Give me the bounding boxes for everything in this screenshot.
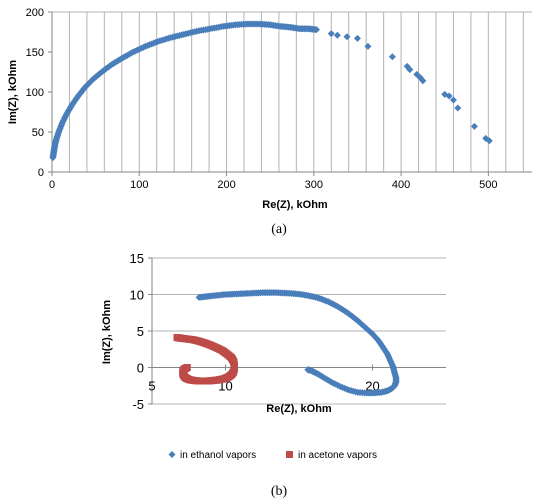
chart-b-x-axis-label: Re(Z), kOhm <box>266 403 332 415</box>
chart-a-point <box>364 42 372 50</box>
legend-label-acetone: in acetone vapors <box>298 450 377 461</box>
chart-a-x-axis-label: Re(Z), kOhm <box>262 199 328 211</box>
chart-a-point <box>312 26 320 34</box>
chart-a: 0 100 200 300 400 500 0 50 100 150 200 Re(Z), kOh… <box>7 7 532 237</box>
chart-b-y-tick-label: 5 <box>137 324 144 339</box>
chart-b-y-tick-label: 10 <box>130 288 144 303</box>
chart-b-y-tick-label: -5 <box>132 397 144 412</box>
legend-marker-ethanol <box>168 451 176 458</box>
chart-a-point <box>470 122 478 130</box>
chart-a-gridlines <box>52 11 532 172</box>
chart-a-point <box>353 34 361 42</box>
chart-a-y-tick-label: 150 <box>26 47 44 59</box>
chart-b-y-tick-label: 15 <box>130 251 144 266</box>
chart-b-point-ethanol <box>304 366 312 374</box>
legend-label-ethanol: in ethanol vapors <box>180 450 256 461</box>
chart-b-y-axis-label: Im(Z), kOhm <box>101 300 113 364</box>
chart-a-y-tick-label: 0 <box>38 167 44 179</box>
chart-a-point <box>449 96 457 104</box>
chart-a-point <box>406 66 414 74</box>
chart-a-y-tick-label: 100 <box>26 87 44 99</box>
chart-a-point <box>445 92 453 100</box>
chart-a-series <box>49 20 493 162</box>
chart-b-y-tick-label: 0 <box>137 361 144 376</box>
chart-a-point <box>419 77 427 85</box>
chart-a-x-tick-label: 100 <box>130 179 148 191</box>
chart-b-series <box>173 289 400 397</box>
chart-b-point-acetone <box>183 364 191 371</box>
chart-a-point <box>485 137 493 145</box>
chart-a-x-tick-label: 400 <box>392 179 410 191</box>
chart-b-x-tick-label: 5 <box>148 379 155 394</box>
chart-a-point <box>327 30 335 38</box>
chart-a-x-tick-label: 0 <box>49 179 55 191</box>
chart-a-point <box>343 33 351 41</box>
chart-a-caption: (a) <box>271 222 287 237</box>
chart-a-point <box>388 53 396 61</box>
chart-a-x-tick-label: 500 <box>479 179 497 191</box>
chart-a-point <box>333 31 341 39</box>
chart-a-y-tick-label: 50 <box>32 127 44 139</box>
chart-a-x-tick-label: 200 <box>217 179 235 191</box>
chart-a-y-tick-label: 200 <box>26 7 44 19</box>
chart-b-legend: in ethanol vapors in acetone vapors <box>168 450 377 461</box>
chart-b-caption: (b) <box>271 484 288 498</box>
chart-a-y-axis-label: Im(Z), kOhm <box>7 60 19 124</box>
chart-a-y-tick-labels: 0 50 100 150 200 <box>26 7 52 179</box>
legend-marker-acetone <box>286 451 293 458</box>
chart-a-x-tick-label: 300 <box>305 179 323 191</box>
chart-a-plot-area <box>52 12 532 172</box>
chart-a-point <box>454 104 462 112</box>
chart-a-x-tick-labels: 0 100 200 300 400 500 <box>49 172 498 191</box>
